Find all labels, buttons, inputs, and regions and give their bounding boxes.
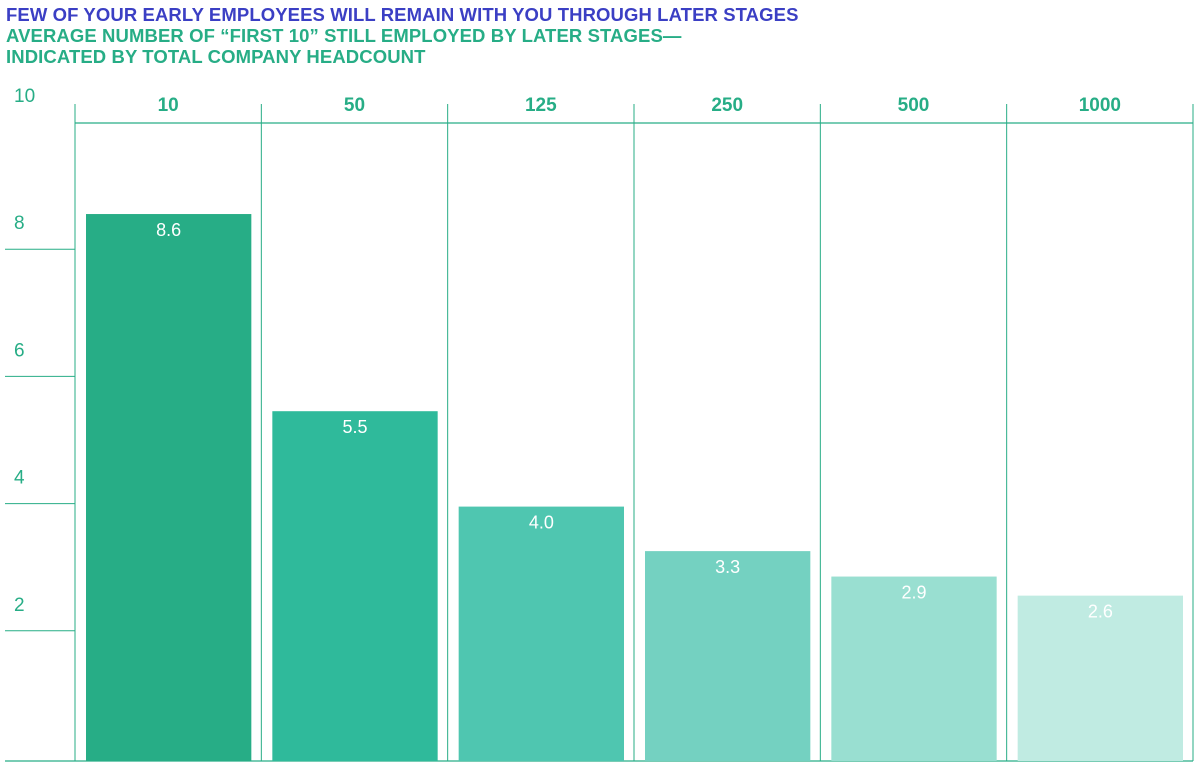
y-tick-label: 6 <box>14 340 25 361</box>
data-label: 2.6 <box>1088 602 1113 622</box>
bar <box>831 576 997 761</box>
bar <box>645 551 811 761</box>
bar <box>1017 595 1183 761</box>
category-label: 10 <box>158 95 179 116</box>
data-label: 4.0 <box>529 513 554 533</box>
chart-subtitle-line2: INDICATED BY TOTAL COMPANY HEADCOUNT <box>6 46 426 67</box>
category-label: 125 <box>525 95 557 116</box>
chart-title: FEW OF YOUR EARLY EMPLOYEES WILL REMAIN … <box>6 4 799 25</box>
bar <box>458 506 624 761</box>
y-tick-label: 2 <box>14 595 25 616</box>
chart-titles: FEW OF YOUR EARLY EMPLOYEES WILL REMAIN … <box>6 4 799 67</box>
category-label: 500 <box>898 95 930 116</box>
y-tick-label: 10 <box>14 86 35 107</box>
bar <box>272 411 438 761</box>
category-label: 250 <box>711 95 743 116</box>
data-label: 3.3 <box>715 557 740 577</box>
category-label: 1000 <box>1079 95 1121 116</box>
category-label: 50 <box>344 95 365 116</box>
data-label: 8.6 <box>156 220 181 240</box>
data-label: 5.5 <box>342 417 367 437</box>
bar <box>86 214 252 762</box>
y-tick-label: 4 <box>14 468 25 489</box>
y-tick-label: 8 <box>14 213 25 234</box>
chart-subtitle-line1: AVERAGE NUMBER OF “FIRST 10” STILL EMPLO… <box>6 25 682 46</box>
data-label: 2.9 <box>901 583 926 603</box>
